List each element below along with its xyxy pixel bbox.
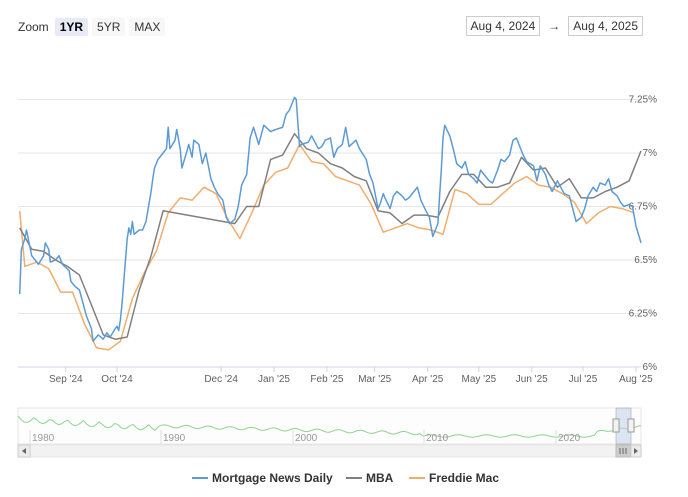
navigator-series: [17, 415, 642, 438]
legend-item[interactable]: Mortgage News Daily: [212, 471, 333, 485]
navigator-year-label: 2020: [558, 433, 581, 444]
y-tick-label: 7%: [643, 148, 658, 159]
range-arrow-icon: →: [548, 19, 561, 33]
scrollbar-grip-icon: [619, 448, 627, 454]
navigator-year-label: 1980: [32, 433, 55, 444]
navigator-year-labels: 1980 1990 2000 2010 2020: [29, 430, 581, 444]
scrollbar-left-arrow-icon: [22, 448, 26, 454]
gridlines: [18, 99, 641, 314]
y-axis-labels: 6% 6.25% 6.5% 6.75% 7% 7.25%: [629, 95, 657, 374]
x-tick-label: Oct '24: [101, 374, 133, 385]
y-tick-label: 6.5%: [634, 255, 657, 266]
x-axis-labels: Sep '24 Oct '24 Dec '24 Jan '25 Feb '25 Mar '…: [49, 367, 653, 385]
scrollbar-track[interactable]: [17, 444, 642, 458]
zoom-label: Zoom: [18, 20, 49, 34]
x-tick-label: May '25: [461, 374, 496, 385]
zoom-bar: Zoom 1YR 5YR MAX: [18, 17, 169, 37]
x-tick-label: Apr '25: [412, 374, 444, 385]
scrollbar-right-arrow-icon: [634, 448, 638, 454]
y-tick-label: 7.25%: [629, 95, 657, 106]
navigator-year-label: 2010: [426, 433, 449, 444]
y-tick-label: 6.75%: [629, 202, 657, 213]
navigator-year-label: 2000: [295, 433, 318, 444]
x-tick-label: Jan '25: [258, 374, 290, 385]
range-from-input[interactable]: Aug 4, 2024: [465, 16, 541, 36]
scrollbar[interactable]: [17, 444, 642, 458]
x-tick-label: Jun '25: [516, 374, 548, 385]
x-tick-label: Feb '25: [310, 374, 343, 385]
legend-item[interactable]: Freddie Mac: [429, 471, 499, 485]
x-tick-label: Sep '24: [49, 374, 83, 385]
series-line-mortgage-news-daily[interactable]: [18, 96, 642, 343]
navigator-handle-left[interactable]: [612, 418, 620, 433]
series-line-freddie-mac[interactable]: [18, 143, 635, 351]
x-tick-label: Mar '25: [358, 374, 391, 385]
zoom-max-button[interactable]: MAX: [129, 18, 166, 36]
x-tick-label: Jul '25: [569, 374, 598, 385]
x-tick-label: Dec '24: [204, 374, 238, 385]
navigator-handle-right[interactable]: [627, 418, 635, 433]
y-tick-label: 6.25%: [629, 309, 657, 320]
navigator[interactable]: 1980 1990 2000 2010 2020: [17, 407, 642, 445]
legend-item[interactable]: MBA: [366, 471, 394, 485]
series-line-mba[interactable]: [19, 132, 642, 340]
navigator-background: [17, 407, 642, 445]
zoom-5yr-button[interactable]: 5YR: [92, 18, 126, 36]
zoom-1yr-button[interactable]: 1YR: [54, 18, 89, 36]
series-lines: [18, 96, 642, 351]
x-tick-label: Aug '25: [619, 374, 653, 385]
legend: Mortgage News Daily MBA Freddie Mac: [192, 471, 499, 485]
navigator-year-label: 1990: [163, 433, 186, 444]
y-tick-label: 6%: [643, 362, 658, 373]
range-to-input[interactable]: Aug 4, 2025: [568, 16, 643, 36]
date-range: Aug 4, 2024 → Aug 4, 2025: [465, 16, 643, 36]
